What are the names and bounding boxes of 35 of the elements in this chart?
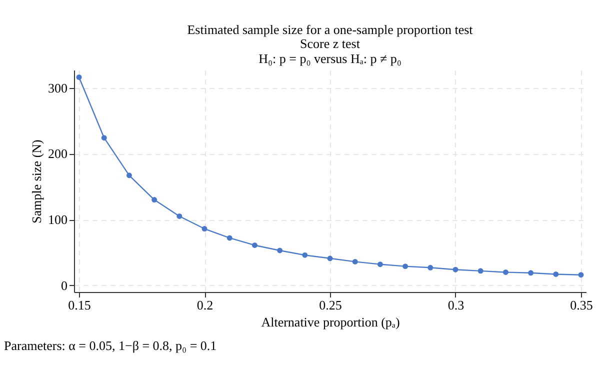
point bbox=[352, 258, 358, 264]
x-axis-title: Alternative proportion (pₐ) bbox=[261, 314, 400, 330]
point bbox=[428, 264, 434, 270]
y-axis-title: Sample size (N) bbox=[29, 140, 44, 224]
point bbox=[226, 235, 232, 241]
point bbox=[402, 264, 408, 270]
chart-subtitle: Score z test H₀: p = p₀ versus Hₐ: p ≠ p₀ bbox=[258, 36, 402, 66]
x-tick-label: 0.15 bbox=[68, 298, 91, 312]
y-tick-label: 0 bbox=[61, 278, 68, 293]
point bbox=[452, 266, 458, 272]
point bbox=[252, 242, 258, 248]
point bbox=[528, 270, 534, 276]
point bbox=[502, 270, 508, 275]
point bbox=[152, 197, 158, 203]
point bbox=[277, 248, 283, 254]
point bbox=[553, 271, 559, 277]
point bbox=[302, 252, 308, 258]
x-tick-label: 0.35 bbox=[570, 298, 593, 312]
x-tick-label: 0.2 bbox=[196, 298, 214, 312]
point bbox=[478, 268, 484, 274]
x-tick-label: 0.3 bbox=[448, 298, 464, 312]
chart-title: Estimated sample size for a one-sample proportion test bbox=[187, 22, 474, 37]
y-tick-label: 100 bbox=[48, 212, 68, 228]
text: Parameters: α = 0.05, 1−β = 0.8, p₀ = 0.1 bbox=[4, 338, 217, 353]
point bbox=[202, 226, 208, 232]
point bbox=[126, 172, 132, 178]
point bbox=[101, 135, 107, 141]
point bbox=[76, 74, 82, 80]
point bbox=[327, 256, 333, 262]
point bbox=[377, 262, 383, 268]
y-tick-label: 300 bbox=[48, 80, 68, 96]
x-tick-label: 0.25 bbox=[319, 298, 342, 312]
y-tick-label: 200 bbox=[48, 146, 68, 162]
point bbox=[578, 272, 584, 278]
point bbox=[176, 214, 182, 219]
